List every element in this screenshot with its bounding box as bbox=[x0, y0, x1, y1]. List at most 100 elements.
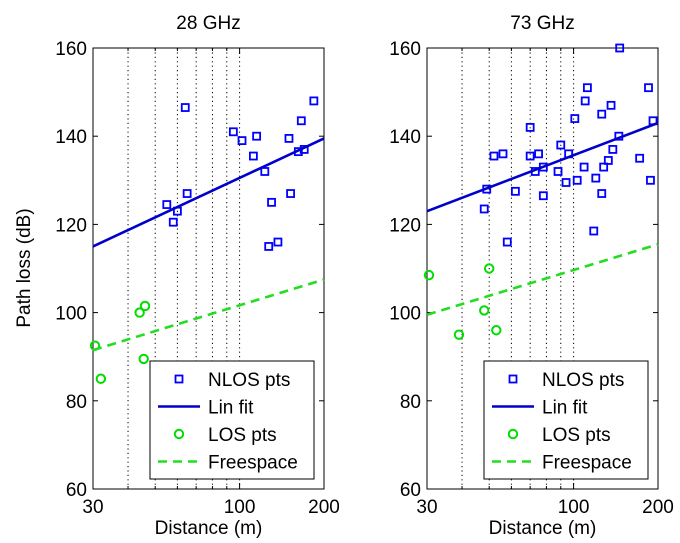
nlos-point bbox=[502, 237, 512, 247]
nlos-point bbox=[599, 162, 609, 172]
nlos-point bbox=[479, 204, 489, 214]
nlos-point bbox=[615, 43, 625, 53]
nlos-point bbox=[228, 127, 238, 137]
nlos-point bbox=[570, 114, 580, 123]
nlos-point bbox=[525, 151, 535, 161]
y-tick-label: 120 bbox=[55, 215, 87, 236]
y-tick-label: 160 bbox=[389, 39, 421, 60]
legend-label: LOS pts bbox=[542, 425, 611, 446]
los-point bbox=[138, 353, 149, 365]
nlos-point bbox=[597, 189, 607, 198]
legend-nlos-swatch bbox=[508, 374, 518, 384]
x-tick-label: 30 bbox=[416, 497, 437, 518]
x-tick-label: 30 bbox=[82, 497, 103, 518]
nlos-point bbox=[534, 149, 543, 159]
nlos-point bbox=[296, 116, 306, 126]
nlos-point bbox=[580, 96, 590, 106]
chart-panel-73ghz: 73 GHz 60 80 100 120 140 160 30 100 200 Distance (… bbox=[389, 13, 674, 539]
nlos-point bbox=[553, 167, 563, 176]
y-tick-label: 160 bbox=[55, 39, 87, 60]
freespace-line bbox=[92, 278, 325, 352]
nlos-point bbox=[489, 151, 499, 161]
los-point bbox=[134, 307, 145, 318]
nlos-point bbox=[582, 83, 592, 93]
nlos-point bbox=[510, 186, 520, 196]
legend-los-swatch bbox=[507, 428, 519, 440]
nlos-point bbox=[591, 173, 601, 183]
nlos-point bbox=[162, 200, 172, 209]
y-tick-label: 80 bbox=[400, 392, 421, 413]
chart-title: 28 GHz bbox=[176, 13, 240, 34]
los-point bbox=[139, 300, 151, 312]
nlos-point bbox=[267, 197, 276, 207]
chart-panel-28ghz: 28 GHz 60 80 100 120 140 160 30 100 200 Distance (… bbox=[55, 13, 340, 539]
y-tick-label: 140 bbox=[389, 127, 421, 148]
nlos-point bbox=[589, 226, 599, 236]
legend-label: NLOS pts bbox=[542, 370, 624, 391]
legend-label: LOS pts bbox=[208, 425, 277, 446]
nlos-point bbox=[237, 136, 247, 146]
los-point bbox=[479, 305, 490, 316]
y-tick-label: 120 bbox=[389, 215, 421, 236]
x-tick-label: 200 bbox=[642, 497, 674, 518]
nlos-point bbox=[646, 175, 655, 185]
nlos-point bbox=[273, 237, 283, 247]
y-tick-label: 80 bbox=[66, 392, 87, 413]
los-point bbox=[483, 263, 495, 274]
y-tick-label: 100 bbox=[389, 304, 421, 325]
nlos-point bbox=[597, 109, 607, 119]
legend-label: Freespace bbox=[208, 453, 298, 474]
legend-label: Freespace bbox=[542, 453, 632, 474]
nlos-point bbox=[260, 167, 270, 176]
x-tick-label: 200 bbox=[308, 497, 340, 518]
nlos-point bbox=[644, 83, 653, 93]
nlos-point bbox=[264, 242, 274, 251]
legend-box bbox=[149, 360, 315, 480]
los-point bbox=[491, 325, 502, 336]
nlos-point bbox=[168, 217, 178, 227]
nlos-point bbox=[286, 189, 295, 198]
legend-nlos-swatch bbox=[174, 374, 184, 384]
nlos-point bbox=[248, 151, 258, 161]
x-tick-label: 100 bbox=[558, 497, 590, 518]
legend-label: NLOS pts bbox=[208, 370, 290, 391]
nlos-point bbox=[538, 191, 548, 201]
axes-box bbox=[426, 47, 659, 490]
y-tick-label: 140 bbox=[55, 127, 87, 148]
nlos-point bbox=[579, 162, 589, 172]
x-axis-label: Distance (m) bbox=[489, 518, 597, 539]
nlos-point bbox=[606, 100, 616, 110]
nlos-point bbox=[556, 140, 566, 150]
legend-los-swatch bbox=[173, 428, 185, 440]
x-axis-label: Distance (m) bbox=[155, 518, 263, 539]
los-point bbox=[423, 269, 435, 281]
los-point bbox=[95, 373, 107, 384]
nlos-point bbox=[498, 149, 508, 159]
lin-fit-line bbox=[426, 121, 659, 213]
freespace-line bbox=[426, 243, 659, 317]
legend-label: Lin fit bbox=[208, 398, 254, 419]
nlos-point bbox=[572, 175, 582, 185]
nlos-point bbox=[603, 156, 613, 165]
nlos-point bbox=[635, 153, 645, 163]
y-tick-label: 100 bbox=[55, 304, 87, 325]
legend-label: Lin fit bbox=[542, 398, 588, 419]
nlos-point bbox=[561, 178, 571, 187]
nlos-point bbox=[608, 145, 618, 154]
chart-title: 73 GHz bbox=[510, 13, 574, 34]
legend-box bbox=[483, 360, 649, 480]
x-tick-label: 100 bbox=[224, 497, 256, 518]
nlos-point bbox=[284, 134, 294, 143]
nlos-point bbox=[180, 103, 190, 112]
axes-box bbox=[92, 47, 325, 490]
y-tick-label: 60 bbox=[66, 480, 87, 501]
nlos-point bbox=[525, 122, 535, 132]
y-axis-label: Path loss (dB) bbox=[14, 208, 35, 327]
nlos-point bbox=[309, 96, 319, 106]
los-point bbox=[453, 329, 465, 340]
lin-fit-line bbox=[92, 137, 325, 248]
y-tick-label: 60 bbox=[400, 480, 421, 501]
nlos-point bbox=[182, 189, 192, 198]
nlos-point bbox=[252, 131, 262, 141]
